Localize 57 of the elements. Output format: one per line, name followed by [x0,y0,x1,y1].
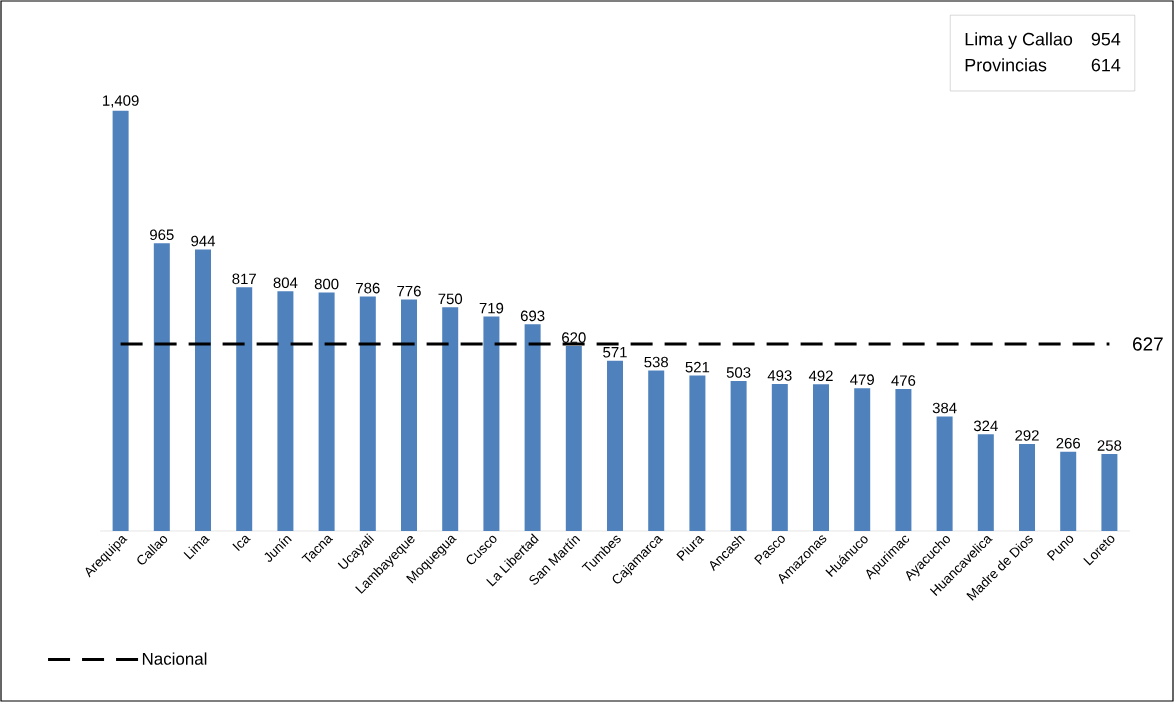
bar [813,384,830,531]
data-label: 750 [438,293,463,305]
data-label: 571 [603,347,627,358]
bar [689,375,706,531]
bar [318,292,335,531]
data-label: 493 [767,370,792,381]
data-label: 1,409 [103,95,139,108]
data-label: 384 [932,402,957,414]
data-label: 521 [685,361,710,373]
data-label: 538 [644,356,669,368]
bar [112,110,129,531]
bar [153,243,170,531]
text: 614 [1091,58,1121,72]
text: Nacional [142,652,207,665]
data-label: 476 [891,375,916,386]
bar [1019,443,1036,531]
bar [401,299,418,531]
annotation: 627 [1133,337,1163,351]
bar [483,316,500,531]
data-label: 620 [562,332,586,343]
bar [565,346,582,531]
bar [936,416,953,531]
bar [895,389,912,531]
data-label: 492 [808,370,833,382]
data-label: 817 [232,273,256,285]
data-label: 776 [397,285,421,297]
bar [730,380,747,531]
bar [1060,451,1077,531]
bar [236,287,253,531]
data-label: 786 [356,282,380,294]
bar [648,370,665,531]
bar [442,307,459,531]
data-label: 324 [973,420,998,432]
text: 954 [1091,32,1121,46]
bar [977,434,994,531]
data-label: 503 [726,367,751,378]
data-label: 479 [850,374,874,385]
data-label: 944 [191,235,216,247]
bar [524,324,541,531]
x-tick-label: Ica [232,535,251,552]
text: Provincias [965,58,1047,72]
data-label: 693 [520,310,545,322]
bar [1101,454,1118,531]
bar [607,360,624,531]
data-label: 800 [314,278,339,290]
bar [195,249,212,531]
data-label: 292 [1015,430,1039,441]
data-label: 965 [150,229,174,241]
bar [359,296,376,531]
bar [854,388,871,531]
bar [771,383,788,531]
data-label: 266 [1056,437,1081,449]
bar [277,291,294,531]
data-label: 804 [273,277,298,289]
data-label: 719 [479,302,504,314]
text: Lima y Callao [965,32,1073,50]
data-label: 258 [1097,440,1122,451]
